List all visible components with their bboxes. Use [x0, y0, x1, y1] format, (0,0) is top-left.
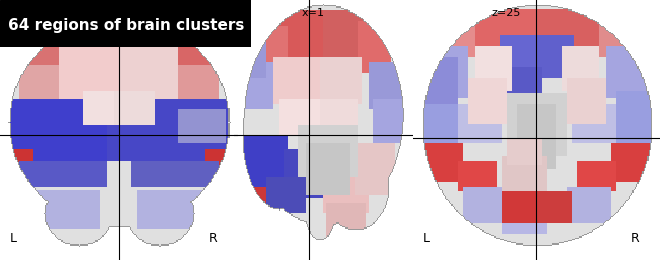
Text: R: R [630, 232, 639, 245]
Text: L: L [422, 232, 430, 245]
Text: R: R [209, 232, 218, 245]
Text: x=1: x=1 [302, 8, 325, 18]
Text: L: L [9, 232, 16, 245]
Text: z=25: z=25 [492, 8, 521, 18]
Text: 64 regions of brain clusters: 64 regions of brain clusters [7, 18, 244, 33]
Text: y=-14: y=-14 [7, 8, 42, 18]
